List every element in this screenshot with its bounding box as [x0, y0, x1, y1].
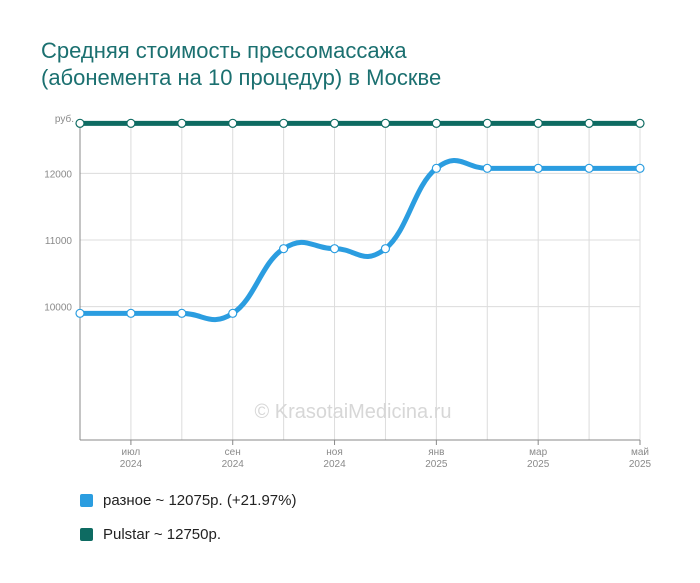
legend-swatch-pulstar: [80, 527, 93, 541]
data-point: [584, 118, 594, 128]
x-tick-label-year: 2025: [527, 459, 550, 470]
data-point: [635, 118, 645, 128]
y-tick-label: 11000: [45, 236, 73, 247]
x-tick-label-month: ноя: [326, 447, 343, 458]
x-tick-label-month: янв: [428, 447, 444, 458]
y-axis-unit: руб.: [55, 113, 74, 125]
chart-title-line-2: (абонемента на 10 процедур) в Москве: [41, 65, 442, 90]
data-point: [431, 118, 441, 128]
y-tick-label: 10000: [44, 303, 72, 314]
data-point: [177, 118, 187, 128]
legend-swatch-raznoe: [80, 493, 93, 507]
data-point: [482, 163, 492, 173]
legend-item-raznoe[interactable]: разное ~ 12075р. (+21.97%): [80, 490, 296, 510]
x-tick-label-year: 2024: [120, 459, 143, 470]
chart-title: Средняя стоимость прессомассажа (абонеме…: [41, 37, 681, 91]
data-point: [177, 308, 187, 318]
data-point: [380, 244, 391, 254]
x-tick-label-month: май: [631, 447, 649, 458]
x-tick-label-month: мар: [529, 447, 547, 458]
series-0: [75, 157, 645, 323]
legend-item-pulstar[interactable]: Pulstar ~ 12750р.: [80, 524, 296, 544]
chart-title-line-1: Средняя стоимость прессомассажа: [41, 38, 407, 63]
legend-label-pulstar: Pulstar ~ 12750р.: [103, 525, 222, 543]
data-point: [533, 118, 543, 128]
data-point: [482, 118, 492, 128]
data-point: [279, 118, 289, 128]
legend-label-raznoe: разное ~ 12075р. (+21.97%): [103, 491, 297, 509]
data-point: [75, 308, 85, 318]
x-tick-label-year: 2025: [629, 459, 652, 470]
watermark: © KrasotaiMedicina.ru: [254, 401, 451, 423]
data-point: [431, 163, 441, 173]
data-point: [635, 163, 645, 173]
data-point: [329, 118, 340, 128]
legend: разное ~ 12075р. (+21.97%) Pulstar ~ 127…: [80, 490, 296, 558]
data-point: [228, 118, 238, 128]
data-point: [126, 308, 136, 318]
data-point: [228, 308, 238, 318]
data-point: [380, 118, 391, 128]
x-tick-label-month: июл: [122, 447, 141, 458]
data-point: [126, 118, 136, 128]
series-1: [75, 118, 645, 128]
data-point: [533, 163, 543, 173]
data-point: [584, 163, 594, 173]
y-tick-label: 12000: [44, 169, 72, 180]
data-point: [75, 118, 85, 128]
data-point: [279, 244, 289, 254]
x-tick-label-year: 2024: [222, 459, 245, 470]
x-tick-label-year: 2024: [323, 459, 346, 470]
x-tick-label-month: сен: [225, 447, 241, 458]
data-point: [329, 244, 340, 254]
x-tick-label-year: 2025: [425, 459, 448, 470]
